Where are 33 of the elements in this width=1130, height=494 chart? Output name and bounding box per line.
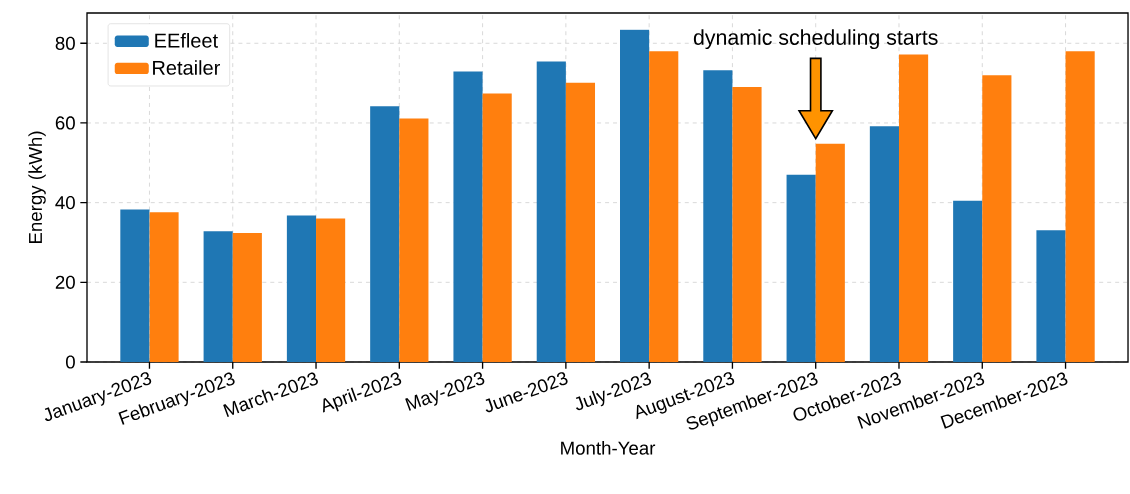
bar [232,232,262,362]
bar [316,218,346,362]
bar [149,212,179,362]
bar [869,126,899,362]
legend-label: EEfleet [155,33,218,48]
bar [1065,51,1095,362]
x-axis-title: Month-Year [561,441,656,455]
y-tick-label: 60 [55,116,75,130]
annotation: dynamic scheduling starts [693,29,938,50]
bar [286,215,317,362]
bar [898,54,929,362]
bar [953,200,983,362]
legend-label: Retailer [153,60,220,75]
y-tick-label: 40 [55,196,75,210]
bar [536,61,566,362]
bar [482,93,512,362]
bar [399,118,429,362]
bar [703,70,733,362]
y-tick-label: 20 [55,275,75,289]
bar [370,106,400,362]
bar [203,231,233,362]
bar [649,51,679,362]
y-tick-label: 80 [55,36,75,50]
bar [982,75,1012,362]
bar [1036,230,1066,362]
bar [453,71,483,362]
bar [732,87,762,362]
bar [120,209,150,362]
y-axis-title: Energy (kWh) [28,131,46,243]
bar [786,174,816,362]
bar [565,82,596,362]
y-tick-label: 0 [65,355,75,369]
bar [620,29,650,362]
